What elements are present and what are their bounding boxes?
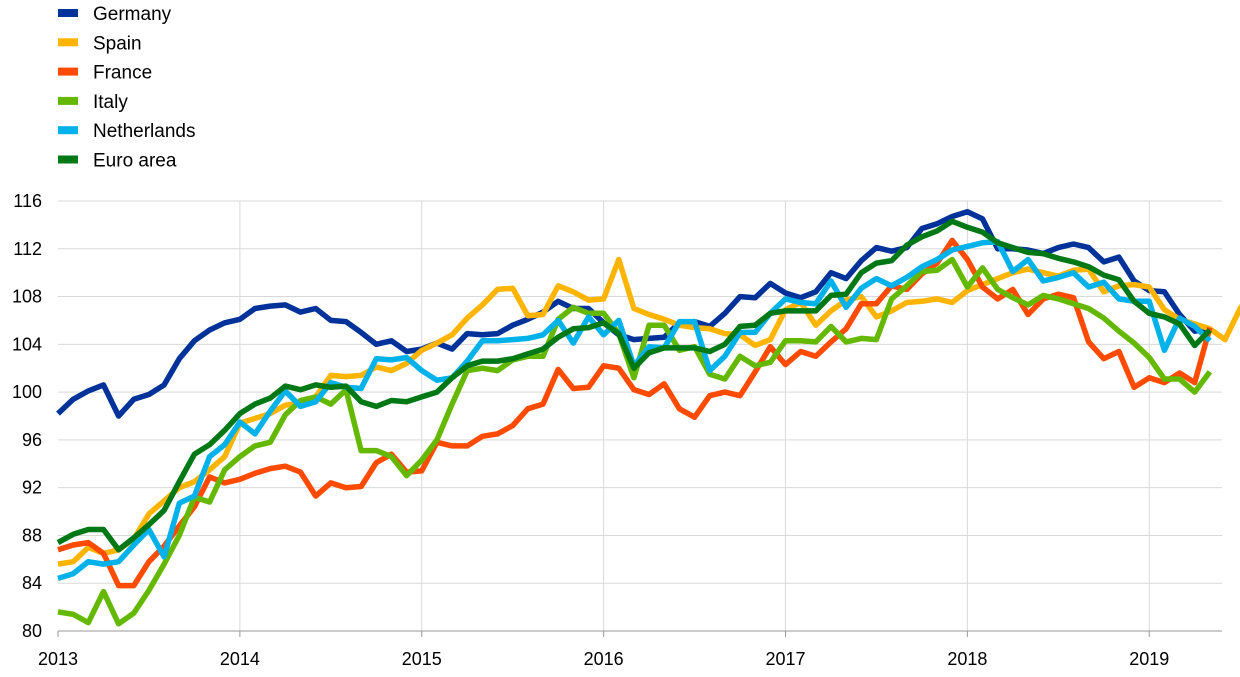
legend: Germany Spain France Italy Netherlands Euro a… bbox=[58, 4, 195, 172]
gridlines bbox=[58, 200, 1222, 632]
x-tick-label: 2018 bbox=[947, 649, 987, 669]
legend-label: Spain bbox=[93, 33, 142, 54]
legend-swatch-netherlands bbox=[58, 126, 78, 135]
legend-swatch-germany bbox=[58, 9, 78, 17]
y-tick-label: 84 bbox=[22, 573, 42, 593]
axes: 80 84 88 92 96 100 104 108 112 116 2013 2014 2015 201… bbox=[12, 191, 1222, 669]
series-line-spain bbox=[57, 256, 1240, 567]
x-tick-label: 2015 bbox=[402, 649, 442, 669]
legend-swatch-euro-area bbox=[58, 155, 78, 164]
x-tick-label: 2014 bbox=[220, 649, 260, 669]
legend-label: France bbox=[93, 63, 152, 84]
y-tick-label: 92 bbox=[22, 478, 42, 498]
y-tick-label: 112 bbox=[13, 239, 42, 259]
y-tick-label: 104 bbox=[12, 334, 42, 354]
legend-label: Italy bbox=[93, 92, 128, 113]
x-tick-label: 2016 bbox=[584, 649, 624, 669]
y-tick-label: 100 bbox=[12, 382, 42, 402]
x-tick-label: 2017 bbox=[765, 649, 805, 669]
x-tick-label: 2013 bbox=[38, 649, 78, 669]
y-tick-label: 96 bbox=[22, 430, 42, 450]
legend-label: Germany bbox=[93, 4, 172, 25]
series-line-france bbox=[57, 237, 1213, 589]
series-line-euro-area bbox=[56, 218, 1212, 553]
legend-swatch-italy bbox=[58, 96, 78, 105]
series-line-italy bbox=[57, 256, 1213, 627]
y-tick-label: 88 bbox=[22, 525, 42, 545]
x-tick-label: 2019 bbox=[1129, 649, 1169, 669]
y-tick-label: 108 bbox=[12, 287, 42, 307]
y-tick-label: 116 bbox=[13, 191, 42, 211]
series-line-netherlands bbox=[57, 238, 1212, 582]
legend-label: Euro area bbox=[93, 151, 177, 172]
legend-swatch-spain bbox=[58, 38, 78, 47]
series-layer bbox=[56, 209, 1240, 627]
legend-label: Netherlands bbox=[93, 121, 195, 142]
y-tick-label: 80 bbox=[22, 621, 42, 641]
legend-swatch-france bbox=[58, 67, 78, 76]
